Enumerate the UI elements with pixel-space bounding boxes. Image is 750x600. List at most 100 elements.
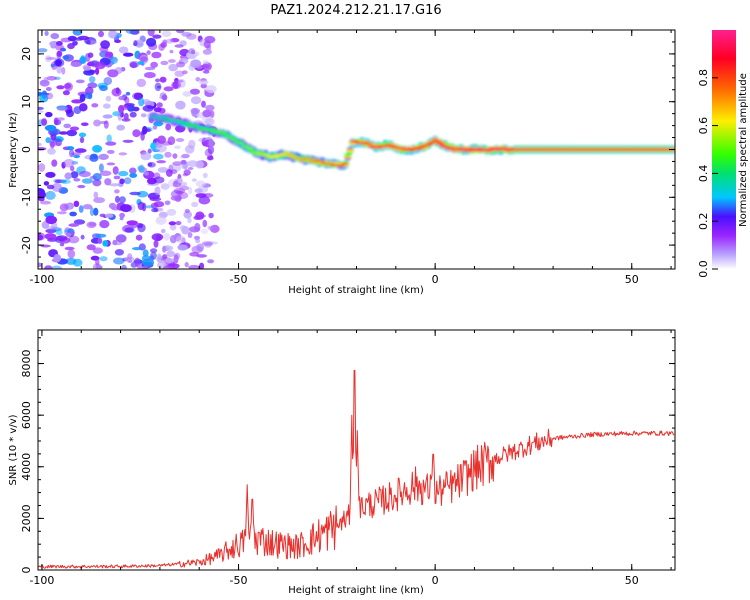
noise-blob (64, 229, 74, 233)
x-tick-label: 50 (625, 273, 639, 286)
noise-blob (160, 228, 166, 234)
noise-blob (152, 34, 162, 39)
noise-blob (165, 123, 172, 131)
noise-blob (166, 250, 175, 258)
noise-blob (104, 51, 114, 58)
noise-blob (120, 104, 129, 111)
noise-blob (202, 193, 214, 198)
noise-blob (179, 185, 190, 191)
noise-blob (104, 178, 112, 186)
noise-blob (99, 85, 108, 92)
noise-blob (143, 171, 149, 176)
noise-blob (164, 151, 172, 158)
y-tick-label: 8000 (20, 350, 33, 378)
noise-blob (188, 264, 201, 269)
noise-blob (84, 92, 93, 99)
noise-blob (64, 246, 75, 251)
noise-blob (174, 44, 184, 48)
noise-blob (175, 125, 186, 133)
noise-blob (163, 265, 173, 269)
noise-blob (38, 48, 48, 53)
noise-blob (201, 228, 208, 234)
ridge-segment (228, 138, 236, 140)
noise-blob (81, 178, 93, 184)
noise-blob (89, 207, 95, 217)
ridge-segment (242, 145, 250, 147)
noise-blob (175, 221, 182, 226)
noise-blob (70, 171, 79, 179)
noise-blob (38, 163, 46, 172)
noise-blob (66, 146, 75, 151)
noise-blob (205, 85, 217, 94)
noise-blob (98, 163, 104, 172)
noise-blob (93, 191, 99, 199)
noise-blob (129, 111, 137, 118)
noise-blob (40, 200, 51, 205)
y-tick-label: -20 (20, 236, 33, 254)
noise-blob (108, 30, 118, 39)
noise-blob (202, 219, 208, 228)
noise-blob (59, 242, 65, 247)
noise-blob (45, 215, 57, 225)
noise-blob (89, 154, 99, 162)
colorbar-tick-label: 0.6 (697, 117, 710, 135)
noise-blob (133, 40, 138, 47)
noise-blob (126, 220, 138, 226)
noise-blob (66, 129, 78, 137)
noise-blob (165, 38, 174, 44)
noise-blob (171, 81, 182, 89)
noise-blob (51, 265, 63, 269)
noise-blob (137, 201, 145, 211)
ridge-segment (433, 141, 442, 143)
noise-blob (155, 78, 161, 83)
spectrogram-ridge (148, 112, 675, 170)
ridge-segment (202, 128, 210, 131)
noise-blob (162, 245, 167, 253)
noise-blob (56, 117, 65, 121)
x-tick-label: -100 (29, 273, 54, 286)
ridge-segment (209, 128, 217, 131)
noise-blob (70, 61, 82, 67)
noise-blob (140, 152, 152, 161)
ridge-segment (318, 160, 326, 163)
noise-blob (177, 244, 188, 251)
noise-blob (190, 107, 200, 114)
noise-blob (181, 226, 190, 235)
noise-blob (167, 136, 176, 146)
noise-blob (123, 177, 132, 185)
spectrogram-y-axis-label: Frequency (Hz) (8, 112, 19, 188)
noise-blob (181, 153, 190, 159)
noise-blob (103, 120, 109, 129)
noise-blob (174, 79, 184, 83)
ridge-segment (257, 151, 265, 154)
noise-blob (132, 129, 141, 138)
noise-blob (102, 240, 109, 247)
ridge-segment (436, 142, 444, 145)
noise-blob (56, 50, 63, 57)
noise-blob (98, 153, 109, 160)
noise-blob (138, 164, 145, 174)
ridge-segment (483, 149, 491, 152)
noise-blob (67, 249, 76, 259)
noise-blob (142, 249, 149, 257)
noise-blob (107, 149, 115, 154)
noise-blob (160, 183, 170, 190)
ridge-segment (219, 130, 227, 133)
noise-blob (47, 148, 56, 155)
noise-blob (132, 92, 142, 100)
noise-blob (144, 72, 156, 79)
spectrogram-x-axis-label: Height of straight line (km) (288, 285, 424, 296)
ridge-segment (287, 155, 295, 157)
noise-blob (208, 212, 214, 219)
noise-blob (195, 180, 206, 188)
ridge-segment (231, 139, 239, 141)
noise-blob (71, 161, 79, 165)
noise-blob (86, 40, 91, 45)
noise-blob (55, 235, 68, 242)
noise-blob (207, 259, 215, 264)
noise-blob (110, 56, 118, 64)
noise-blob (108, 202, 117, 209)
snr-x-axis-label: Height of straight line (km) (288, 585, 424, 596)
noise-blob (83, 66, 92, 71)
